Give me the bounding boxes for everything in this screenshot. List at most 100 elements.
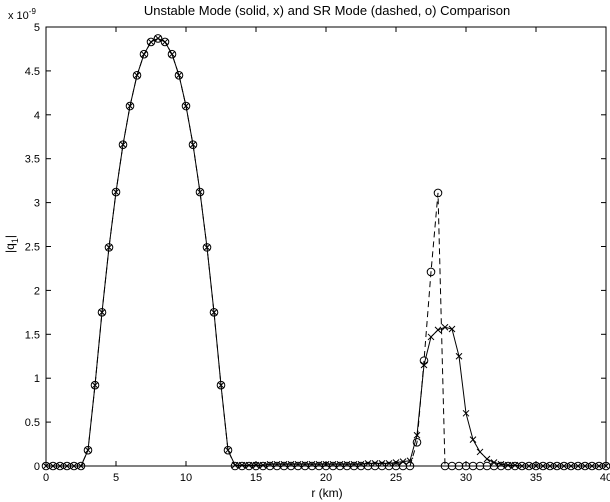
data-point-o xyxy=(209,308,219,317)
data-point-x xyxy=(168,50,176,58)
y-tick-label: 3 xyxy=(34,198,40,210)
data-point-x xyxy=(518,462,526,470)
data-point-x xyxy=(560,462,568,470)
data-point-o xyxy=(426,267,436,277)
data-point-x xyxy=(588,462,596,470)
x-tick-label: 30 xyxy=(460,472,472,484)
data-point-o xyxy=(342,461,352,471)
x-tick-label: 35 xyxy=(530,472,542,484)
data-point-o xyxy=(510,461,520,471)
data-point-o xyxy=(160,37,170,47)
data-point-x xyxy=(133,71,141,79)
data-point-o xyxy=(62,461,72,471)
data-point-x xyxy=(91,381,99,389)
data-point-o xyxy=(496,461,506,471)
data-point-o xyxy=(83,445,93,455)
data-point-o xyxy=(559,461,569,471)
data-point-x xyxy=(378,460,386,467)
y-tick-label: 4.5 xyxy=(25,66,40,78)
data-point-x xyxy=(98,308,106,316)
data-point-o xyxy=(146,37,156,47)
data-point-x xyxy=(399,458,407,465)
data-point-o xyxy=(594,461,604,471)
data-point-o xyxy=(580,461,590,471)
data-point-x xyxy=(413,431,421,439)
data-point-o xyxy=(293,461,303,471)
data-point-o xyxy=(258,461,268,471)
data-point-x xyxy=(476,448,484,456)
data-point-x xyxy=(483,455,491,463)
data-point-x xyxy=(539,462,547,470)
data-point-x xyxy=(105,244,113,251)
data-point-x xyxy=(427,333,435,341)
y-tick-label: 5 xyxy=(34,22,40,34)
data-point-x xyxy=(469,436,477,444)
data-point-o xyxy=(391,461,401,471)
x-tick-label: 0 xyxy=(43,472,49,484)
data-point-o xyxy=(349,461,359,471)
x-tick-label: 5 xyxy=(113,472,119,484)
data-point-o xyxy=(503,461,513,471)
data-point-o xyxy=(202,243,212,252)
data-point-x xyxy=(553,462,561,470)
x-tick-label: 10 xyxy=(180,472,192,484)
data-point-o xyxy=(587,461,597,471)
data-point-x xyxy=(595,462,603,470)
data-point-o xyxy=(440,461,450,471)
data-point-o xyxy=(377,461,387,471)
y-axis-label: |q1| xyxy=(3,235,20,253)
x-tick-label: 20 xyxy=(320,472,332,484)
data-point-o xyxy=(104,243,114,252)
data-point-o xyxy=(545,461,555,471)
data-point-o xyxy=(90,380,100,390)
data-point-x xyxy=(532,462,540,470)
data-point-x xyxy=(126,102,134,110)
y-tick-label: 2 xyxy=(34,285,40,297)
data-point-o xyxy=(356,461,366,471)
data-point-x xyxy=(455,352,463,360)
data-point-x xyxy=(441,323,449,331)
data-point-x xyxy=(224,446,232,454)
data-point-o xyxy=(97,308,107,317)
data-point-o xyxy=(363,461,373,471)
data-point-x xyxy=(210,308,218,316)
data-point-o xyxy=(188,140,198,149)
y-tick-label: 4 xyxy=(34,110,40,122)
data-point-x xyxy=(364,460,372,467)
data-point-o xyxy=(181,101,191,111)
data-point-x xyxy=(140,50,148,58)
data-point-o xyxy=(335,461,345,471)
data-point-o xyxy=(76,461,86,471)
y-tick-label: 0 xyxy=(34,461,40,473)
chart-title: Unstable Mode (solid, x) and SR Mode (da… xyxy=(144,3,510,18)
data-point-o xyxy=(461,461,471,471)
data-point-x xyxy=(112,188,120,196)
data-point-o xyxy=(307,461,317,471)
data-point-o xyxy=(167,49,177,59)
data-point-o xyxy=(111,187,121,197)
data-point-o xyxy=(223,445,233,455)
data-point-x xyxy=(175,71,183,79)
data-point-x xyxy=(119,141,127,149)
y-tick-label: 0.5 xyxy=(25,417,40,429)
y-tick-label: 2.5 xyxy=(25,242,40,254)
data-point-x xyxy=(63,462,71,470)
data-point-o xyxy=(524,461,534,471)
data-point-o xyxy=(230,461,240,471)
data-point-o xyxy=(552,461,562,471)
data-point-o xyxy=(69,461,79,471)
data-point-o xyxy=(265,461,275,471)
data-point-o xyxy=(314,461,324,471)
data-point-x xyxy=(602,462,610,470)
data-point-x xyxy=(154,35,162,42)
data-point-x xyxy=(448,325,456,333)
data-point-o xyxy=(237,461,247,471)
data-point-o xyxy=(328,461,338,471)
data-point-o xyxy=(384,461,394,471)
data-point-x xyxy=(420,361,428,369)
data-point-o xyxy=(482,461,492,471)
data-point-x xyxy=(203,244,211,251)
data-point-o xyxy=(132,70,142,80)
data-point-x xyxy=(42,462,50,470)
